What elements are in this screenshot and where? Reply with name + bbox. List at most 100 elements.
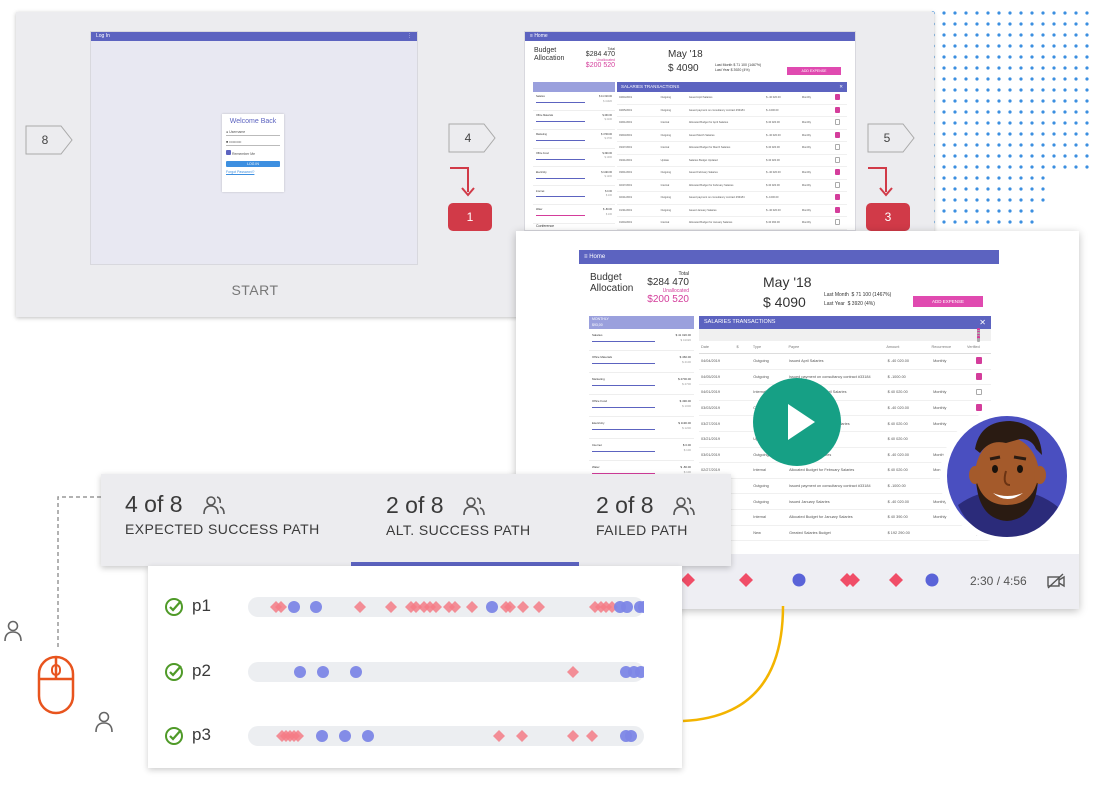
error-event-marker[interactable]: [493, 730, 505, 742]
category-row[interactable]: Office Materials $ 460.00 $ 4100: [589, 351, 694, 373]
click-event-marker[interactable]: [925, 573, 939, 587]
tab-failed[interactable]: 2 of 8 FAILED PATH: [579, 474, 731, 566]
error-event-marker[interactable]: [385, 601, 397, 613]
video-timeline-markers[interactable]: [516, 554, 956, 609]
click-event-marker[interactable]: [362, 730, 374, 742]
participant-track-p1[interactable]: [248, 597, 650, 617]
tx-verified[interactable]: [828, 181, 847, 189]
click-event-marker[interactable]: [288, 601, 300, 613]
error-event-marker[interactable]: [567, 666, 579, 678]
close-icon[interactable]: ✕: [979, 318, 986, 327]
username-field[interactable]: ● Username: [226, 129, 280, 136]
remember-checkbox[interactable]: Remember Me: [226, 150, 280, 156]
error-event-marker[interactable]: [275, 601, 287, 613]
click-event-marker[interactable]: [316, 730, 328, 742]
verified-checkbox[interactable]: [834, 169, 841, 176]
error-event-marker[interactable]: [567, 730, 579, 742]
click-event-marker[interactable]: [486, 601, 498, 613]
tx-verified[interactable]: [967, 338, 991, 342]
click-event-marker[interactable]: [310, 601, 322, 613]
tx-verified[interactable]: [828, 94, 847, 101]
category-row[interactable]: Salaries $ 41 020.00 $ 41020: [533, 92, 615, 111]
step-4-marker[interactable]: 4: [448, 123, 496, 153]
step-8-marker[interactable]: 8: [25, 125, 73, 155]
click-event-marker[interactable]: [294, 666, 306, 678]
error-event-marker[interactable]: [504, 601, 516, 613]
tx-verified[interactable]: [828, 106, 847, 114]
category-row[interactable]: Office Materials $ 460.00 $ 4100: [533, 111, 615, 130]
error-event-marker[interactable]: [449, 601, 461, 613]
verified-checkbox[interactable]: [834, 194, 841, 201]
category-row[interactable]: Internet $ 0.00 $ 100: [589, 439, 694, 461]
tx-verified[interactable]: [828, 194, 847, 201]
error-event-marker[interactable]: [846, 573, 860, 587]
transaction-row[interactable]: 04/05/2019 Outgoing Issued payment on cons…: [617, 105, 847, 117]
participant-row[interactable]: p1: [148, 594, 682, 620]
column-header[interactable]: Amount: [886, 345, 900, 349]
error-event-marker[interactable]: [354, 601, 366, 613]
participant-row[interactable]: p3: [148, 723, 682, 749]
tx-verified[interactable]: [828, 219, 847, 226]
tx-verified[interactable]: [828, 119, 847, 126]
tx-verified[interactable]: [828, 144, 847, 151]
count-badge-1[interactable]: 1: [448, 203, 492, 231]
verified-checkbox[interactable]: [834, 206, 841, 213]
click-event-marker[interactable]: [317, 666, 329, 678]
verified-checkbox[interactable]: [834, 144, 841, 151]
participant-row[interactable]: p2: [148, 659, 682, 685]
count-badge-3[interactable]: 3: [866, 203, 910, 231]
login-screen[interactable]: Log In ⋮ Welcome Back ● Username ■ •••••…: [91, 32, 417, 264]
click-event-marker[interactable]: [621, 601, 633, 613]
login-button[interactable]: LOG IN: [226, 161, 280, 167]
menu-icon[interactable]: ≡: [584, 254, 588, 260]
column-header[interactable]: Type: [752, 345, 762, 349]
verified-checkbox[interactable]: [834, 219, 841, 226]
verified-checkbox[interactable]: [834, 94, 841, 101]
transaction-row[interactable]: 03/03/2019 Outgoing Issued March Salaries $…: [617, 130, 847, 142]
step-5-marker[interactable]: 5: [867, 123, 915, 153]
tx-verified[interactable]: [967, 372, 991, 381]
tx-verified[interactable]: [828, 206, 847, 214]
participant-track-p2[interactable]: [248, 662, 647, 682]
category-row[interactable]: Electricity $ 1190.00 $ 1200: [533, 167, 615, 187]
forgot-password-link[interactable]: Forgot Password?: [226, 170, 255, 174]
verified-checkbox[interactable]: [975, 404, 983, 411]
close-icon[interactable]: ✕: [839, 84, 843, 89]
transaction-row[interactable]: 02/21/2019 Outgoing Issued payment on cons…: [617, 192, 847, 205]
verified-checkbox[interactable]: [977, 338, 981, 342]
column-header[interactable]: Recurrence: [931, 345, 952, 349]
category-row[interactable]: Office Food $ 490.00 $ 1000: [589, 395, 694, 417]
error-event-marker[interactable]: [466, 601, 478, 613]
verified-checkbox[interactable]: [834, 106, 841, 113]
transaction-row[interactable]: 04/05/2019 Outgoing Issued payment on cons…: [699, 370, 991, 386]
tx-verified[interactable]: [967, 357, 991, 365]
transaction-row[interactable]: 01/31/2019 Outgoing Issued January Salarie…: [617, 205, 847, 217]
transaction-row[interactable]: 03/27/2019 Internal Allocated Budget for M…: [617, 142, 847, 155]
error-event-marker[interactable]: [889, 573, 903, 587]
verified-checkbox[interactable]: [834, 119, 841, 126]
menu-icon[interactable]: ≡: [530, 33, 533, 39]
verified-checkbox[interactable]: [834, 156, 841, 163]
category-row[interactable]: Conference: [533, 224, 615, 230]
transaction-row[interactable]: 01/04/2019 Internal Allocated Budget for J…: [617, 217, 847, 230]
transaction-row[interactable]: 01/01/2019NewGreated Salaries Budget$ 19…: [617, 230, 847, 231]
error-event-marker[interactable]: [681, 573, 695, 587]
tx-verified[interactable]: [828, 169, 847, 176]
category-row[interactable]: Internet $ 0.00 $ 100: [533, 186, 615, 206]
tx-verified[interactable]: [828, 156, 847, 164]
tab-expected-success[interactable]: 4 of 8 EXPECTED SUCCESS PATH: [101, 474, 351, 566]
category-row[interactable]: Marketing $ 4700.00 $ 4700: [589, 373, 694, 395]
click-event-marker[interactable]: [339, 730, 351, 742]
transaction-row[interactable]: 03/21/2019 Update Salaries Budget Updated $…: [617, 155, 847, 167]
add-expense-button-small[interactable]: ADD EXPENSE: [787, 67, 841, 75]
camera-off-icon[interactable]: [1047, 573, 1065, 589]
kebab-icon[interactable]: ⋮: [407, 33, 412, 39]
participant-track-p3[interactable]: [248, 726, 644, 746]
tx-verified[interactable]: [967, 388, 991, 397]
remember-check[interactable]: [226, 150, 231, 155]
column-header[interactable]: Date: [701, 345, 710, 349]
click-event-marker[interactable]: [625, 730, 637, 742]
verified-checkbox[interactable]: [834, 181, 841, 188]
